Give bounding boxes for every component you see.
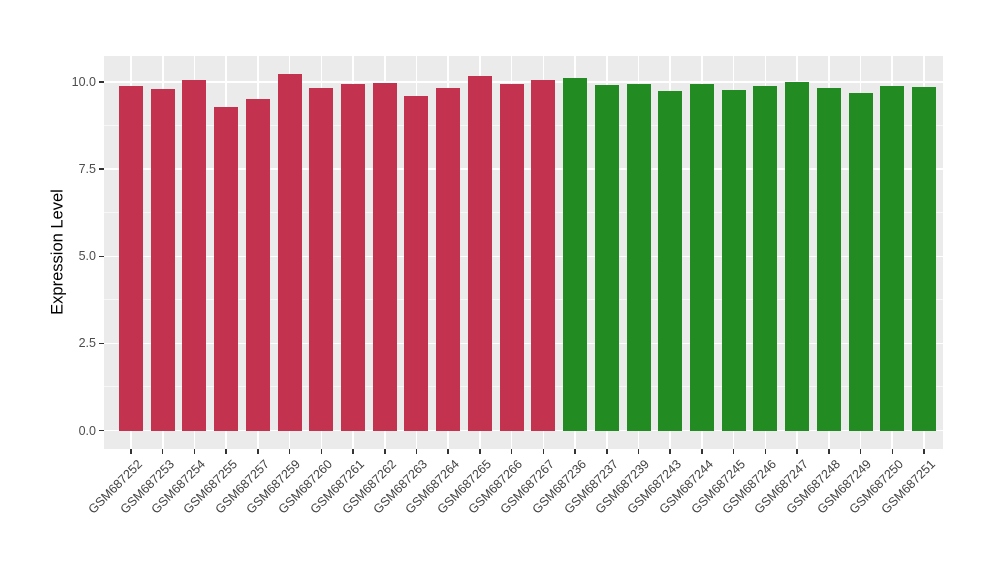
gridline-major-y-10 [104, 81, 943, 83]
y-tick-label-5.0: 5.0 [78, 249, 96, 264]
x-tick-mark-GSM687244 [701, 449, 703, 454]
bar-GSM687259 [277, 74, 302, 431]
plot-panel [104, 56, 943, 449]
x-tick-mark-GSM687253 [161, 449, 164, 454]
x-tick-mark-GSM687265 [479, 449, 481, 454]
y-tick-mark-5.0 [99, 255, 104, 258]
bar-GSM687267 [531, 79, 556, 431]
y-tick-label-10.0: 10.0 [71, 75, 96, 90]
x-tick-mark-GSM687262 [384, 449, 386, 454]
bar-GSM687262 [372, 82, 397, 431]
x-tick-mark-GSM687260 [320, 449, 323, 454]
bar-GSM687247 [785, 82, 810, 431]
y-tick-label-0.0: 0.0 [78, 423, 96, 438]
x-tick-mark-GSM687254 [193, 449, 196, 454]
bar-GSM687255 [214, 107, 239, 431]
bar-GSM687251 [912, 87, 936, 431]
bar-GSM687237 [594, 84, 619, 431]
y-tick-mark-10.0 [99, 81, 104, 83]
bar-GSM687257 [245, 98, 270, 431]
x-tick-mark-GSM687259 [288, 449, 291, 454]
bar-GSM687264 [436, 88, 461, 431]
x-tick-mark-GSM687247 [796, 449, 798, 454]
bar-GSM687254 [182, 80, 207, 431]
bar-GSM687260 [309, 88, 334, 431]
bar-GSM687266 [499, 83, 524, 431]
y-tick-label-2.5: 2.5 [78, 336, 96, 351]
x-tick-mark-GSM687252 [130, 449, 132, 454]
y-tick-mark-0.0 [99, 429, 104, 432]
x-tick-mark-GSM687243 [669, 449, 671, 454]
bar-GSM687261 [341, 83, 366, 431]
bar-GSM687243 [658, 90, 683, 431]
bar-GSM687249 [848, 93, 873, 431]
x-tick-mark-GSM687245 [732, 449, 735, 454]
bar-GSM687250 [880, 86, 905, 431]
x-tick-mark-GSM687248 [828, 449, 830, 454]
bar-GSM687252 [119, 86, 143, 431]
x-tick-mark-GSM687246 [764, 449, 767, 454]
x-tick-mark-GSM687239 [637, 449, 640, 454]
bar-GSM687246 [753, 85, 778, 431]
x-tick-mark-GSM687264 [447, 449, 449, 454]
x-tick-mark-GSM687257 [257, 449, 259, 454]
x-tick-mark-GSM687266 [510, 449, 513, 454]
bar-GSM687245 [721, 89, 746, 431]
bar-GSM687244 [689, 83, 714, 431]
y-tick-mark-7.5 [99, 168, 104, 170]
gridline-major-y-0 [104, 429, 943, 432]
x-tick-mark-GSM687249 [859, 449, 862, 454]
bar-GSM687265 [467, 75, 492, 431]
bar-GSM687253 [150, 89, 175, 431]
x-tick-mark-GSM687263 [415, 449, 418, 454]
x-tick-mark-GSM687251 [923, 449, 925, 454]
x-tick-mark-GSM687255 [225, 449, 227, 454]
x-tick-mark-GSM687237 [606, 449, 608, 454]
x-tick-mark-GSM687267 [542, 449, 545, 454]
y-tick-label-7.5: 7.5 [78, 162, 96, 177]
bar-GSM687236 [563, 77, 588, 431]
bar-GSM687248 [816, 88, 841, 431]
y-tick-mark-2.5 [99, 342, 104, 345]
bar-GSM687239 [626, 83, 651, 431]
x-tick-mark-GSM687250 [891, 449, 894, 454]
bar-GSM687263 [404, 96, 429, 431]
x-tick-mark-GSM687236 [574, 449, 576, 454]
x-tick-mark-GSM687261 [352, 449, 354, 454]
